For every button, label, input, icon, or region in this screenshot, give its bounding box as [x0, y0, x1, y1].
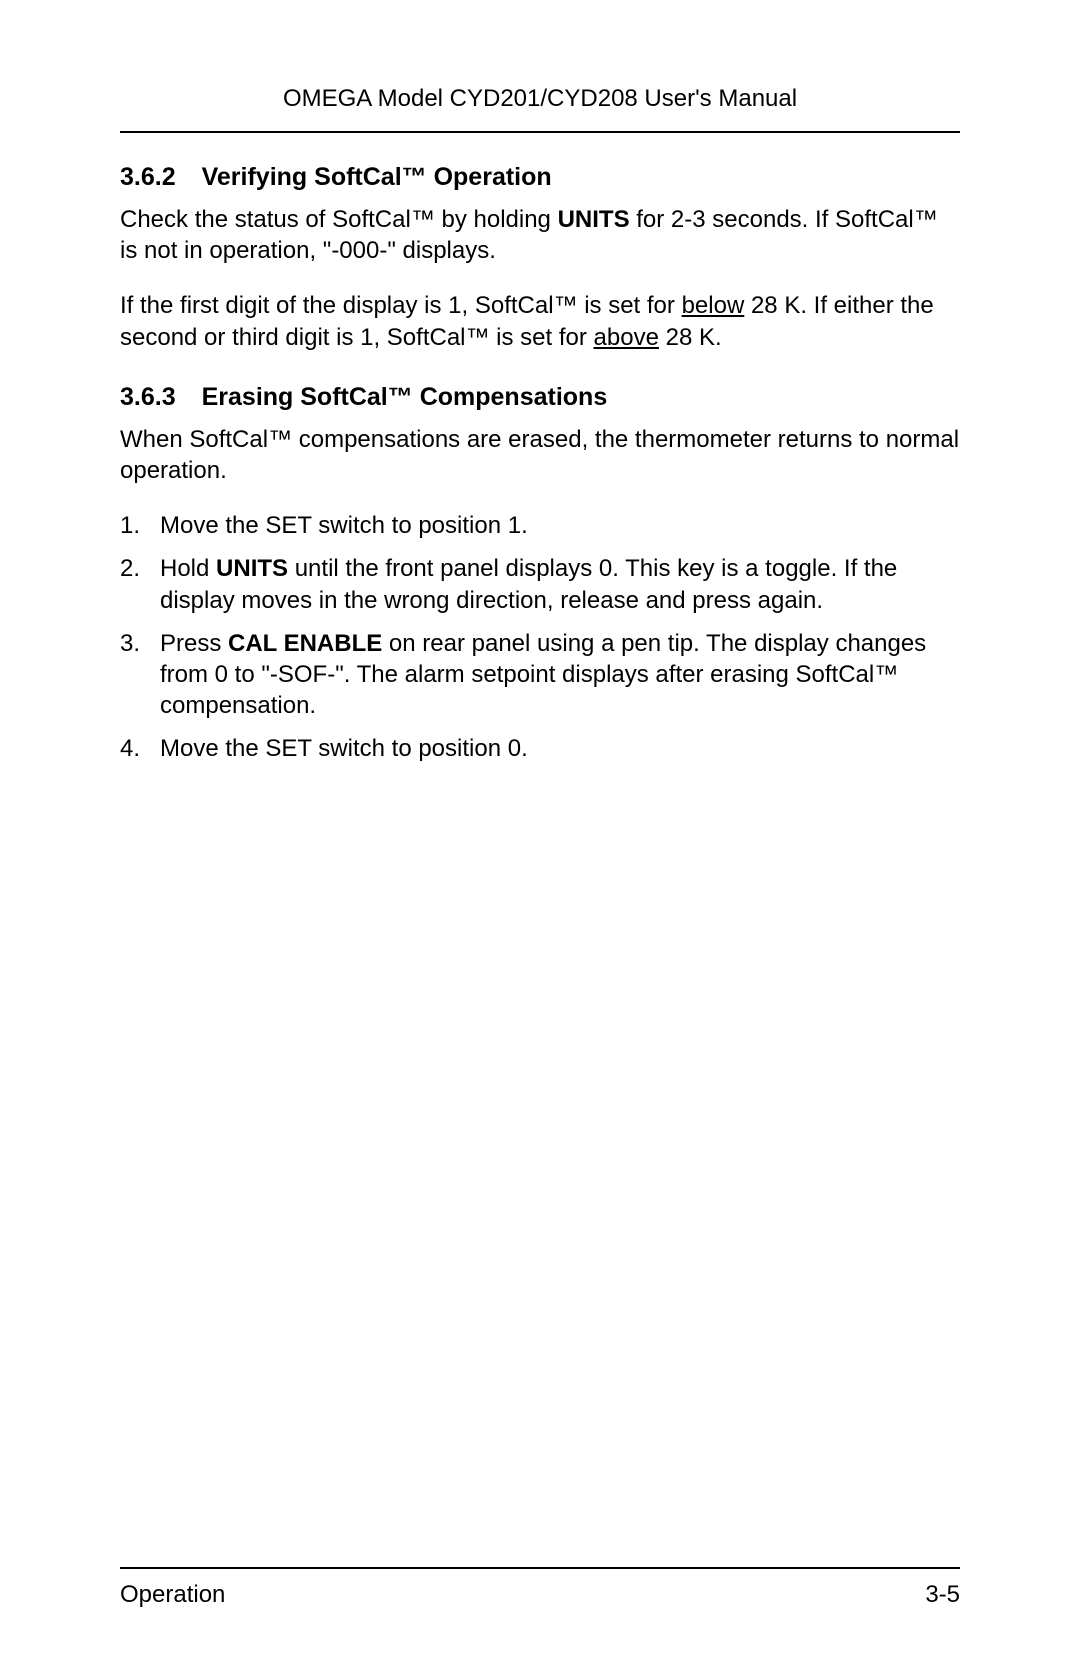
step-4: Move the SET switch to position 0.	[120, 733, 960, 764]
section-heading-363: 3.6.3 Erasing SoftCal™ Compensations	[120, 383, 960, 412]
page-header: OMEGA Model CYD201/CYD208 User's Manual	[120, 85, 960, 133]
underline-below: below	[682, 292, 745, 319]
para-362-1: Check the status of SoftCal™ by holding …	[120, 204, 960, 266]
bold-cal-enable: CAL ENABLE	[228, 630, 382, 657]
step-2: Hold UNITS until the front panel display…	[120, 553, 960, 615]
header-rule	[120, 131, 960, 133]
section-title: Verifying SoftCal™ Operation	[202, 163, 552, 191]
section-number: 3.6.2	[120, 163, 176, 192]
section-363: 3.6.3 Erasing SoftCal™ Compensations When…	[120, 383, 960, 765]
page-footer: Operation 3-5	[120, 1567, 960, 1609]
step-text: Move the SET switch to position 0.	[160, 735, 528, 762]
footer-right: 3-5	[925, 1581, 960, 1609]
section-heading-362: 3.6.2 Verifying SoftCal™ Operation	[120, 163, 960, 192]
section-362: 3.6.2 Verifying SoftCal™ Operation Check …	[120, 163, 960, 353]
section-title: Erasing SoftCal™ Compensations	[202, 383, 608, 411]
header-title: OMEGA Model CYD201/CYD208 User's Manual	[120, 85, 960, 113]
text-fragment: Hold	[160, 555, 216, 582]
underline-above: above	[594, 324, 659, 351]
footer-row: Operation 3-5	[120, 1581, 960, 1609]
text-fragment: Check the status of SoftCal™ by holding	[120, 206, 558, 233]
para-363-1: When SoftCal™ compensations are erased, …	[120, 424, 960, 486]
bold-units: UNITS	[558, 206, 630, 233]
text-fragment: 28 K.	[659, 324, 722, 351]
text-fragment: Press	[160, 630, 228, 657]
step-3: Press CAL ENABLE on rear panel using a p…	[120, 628, 960, 722]
steps-list: Move the SET switch to position 1. Hold …	[120, 510, 960, 764]
footer-left: Operation	[120, 1581, 225, 1609]
para-362-2: If the first digit of the display is 1, …	[120, 290, 960, 352]
bold-units: UNITS	[216, 555, 288, 582]
text-fragment: If the first digit of the display is 1, …	[120, 292, 682, 319]
footer-rule	[120, 1567, 960, 1569]
step-1: Move the SET switch to position 1.	[120, 510, 960, 541]
step-text: Move the SET switch to position 1.	[160, 512, 528, 539]
section-number: 3.6.3	[120, 383, 176, 412]
